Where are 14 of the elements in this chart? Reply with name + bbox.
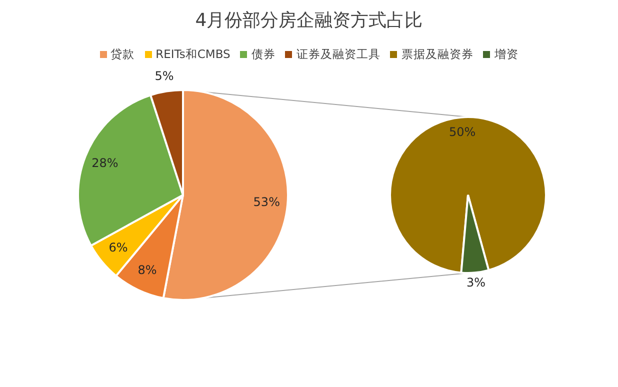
data-label: 8% — [138, 263, 157, 278]
legend-label: 增资 — [494, 47, 518, 62]
legend-label: 证券及融资工具 — [296, 47, 380, 62]
data-label: 3% — [466, 276, 486, 290]
legend-label: 贷款 — [110, 47, 135, 62]
data-label: 5% — [154, 68, 174, 83]
data-label: 6% — [108, 240, 128, 255]
legend-label: REITs和CMBS — [156, 47, 230, 62]
data-label: 28% — [92, 156, 118, 170]
data-label: 50% — [449, 124, 476, 139]
data-label: 53% — [253, 195, 280, 210]
legend-label: 债券 — [251, 47, 276, 62]
legend-label: 票据及融资券 — [401, 47, 474, 62]
chart-title: 4月份部分房企融资方式占比 — [194, 9, 424, 32]
